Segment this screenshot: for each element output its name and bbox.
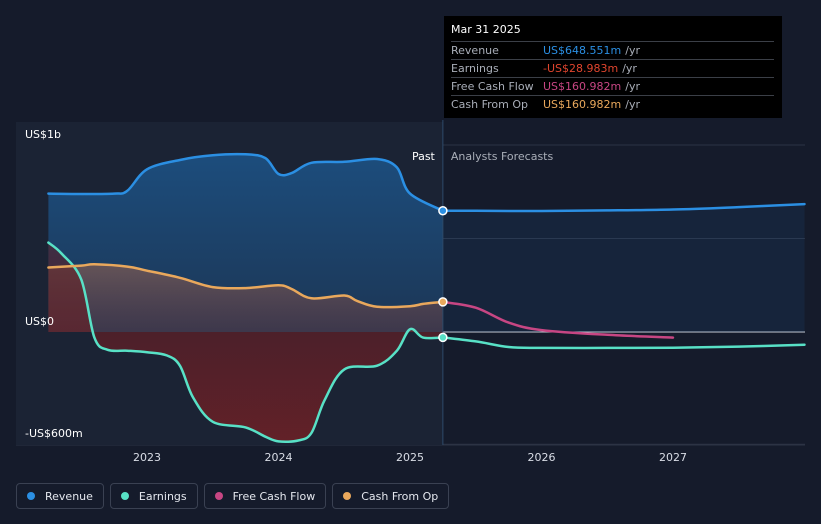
cash-from-op-line xyxy=(47,263,445,309)
x-tick-label: 2025 xyxy=(396,451,424,464)
legend-item-revenue[interactable]: Revenue xyxy=(16,483,104,509)
tooltip-series-value: US$160.982m xyxy=(543,98,622,111)
forecast-label: Analysts Forecasts xyxy=(451,150,554,163)
y-axis-label: US$1b xyxy=(25,128,61,141)
cash-from-op-point xyxy=(438,297,448,307)
x-tick-label: 2023 xyxy=(133,451,161,464)
revenue-point xyxy=(438,205,448,216)
series-lines xyxy=(47,152,806,443)
tooltip-series-value: -US$28.983m xyxy=(543,62,619,75)
x-tick-label: 2026 xyxy=(528,451,556,464)
tooltip-series-value: US$160.982m xyxy=(543,80,622,93)
tooltip-row: Free Cash Flow US$160.982m/yr xyxy=(451,77,774,95)
legend-dot-icon xyxy=(27,492,35,500)
earnings-area xyxy=(48,242,443,442)
tooltip-series-name: Free Cash Flow xyxy=(451,80,534,93)
earnings-point xyxy=(438,332,448,343)
legend-item-earnings[interactable]: Earnings xyxy=(109,483,198,509)
tooltip-unit: /yr xyxy=(622,62,637,75)
legend-label: Revenue xyxy=(45,489,93,503)
cash-from-op-area xyxy=(48,264,443,332)
revenue-forecast-area xyxy=(442,204,805,332)
x-tick-label: 2024 xyxy=(265,451,293,464)
revenue-line xyxy=(47,152,445,212)
tooltip-date: Mar 31 2025 xyxy=(451,23,521,36)
tooltip-unit: /yr xyxy=(625,80,640,93)
tooltip-series-name: Earnings xyxy=(451,62,499,75)
y-axis-label: US$0 xyxy=(25,315,54,328)
y-axis-label: -US$600m xyxy=(25,427,83,440)
tooltip: Mar 31 2025 Revenue US$648.551m/yr Earning… xyxy=(444,16,782,118)
legend-label: Free Cash Flow xyxy=(232,489,316,503)
tooltip-series-name: Revenue xyxy=(451,44,499,57)
legend-item-cash-from-op[interactable]: Cash From Op xyxy=(332,483,450,509)
legend: Revenue Earnings Free Cash Flow Cash From O… xyxy=(16,483,450,509)
legend-dot-icon xyxy=(120,492,129,500)
x-tick-label: 2027 xyxy=(659,451,687,464)
revenue-forecast-line xyxy=(441,202,806,213)
legend-label: Cash From Op xyxy=(361,489,439,503)
free-cash-flow-forecast-line xyxy=(441,300,675,339)
earnings-line xyxy=(47,241,445,443)
highlight-points xyxy=(438,205,448,343)
tooltip-unit: /yr xyxy=(625,44,640,57)
tooltip-row: Earnings -US$28.983m/yr xyxy=(451,59,774,77)
tooltip-row: Revenue US$648.551m/yr xyxy=(451,41,774,59)
tooltip-row: Cash From Op US$160.982m/yr xyxy=(451,95,774,113)
legend-dot-icon xyxy=(214,492,223,500)
area-fills xyxy=(48,154,805,442)
legend-dot-icon xyxy=(343,492,352,500)
tooltip-series-value: US$648.551m xyxy=(543,44,622,57)
tooltip-series-name: Cash From Op xyxy=(451,98,529,111)
legend-label: Earnings xyxy=(138,489,187,503)
axis-labels: US$1b US$0 -US$600m 2023 2024 2025 2026 2027 Pas… xyxy=(25,128,687,464)
earnings-forecast-line xyxy=(441,336,806,350)
past-label: Past xyxy=(412,150,436,163)
legend-item-free-cash-flow[interactable]: Free Cash Flow xyxy=(203,483,327,509)
tooltip-unit: /yr xyxy=(625,98,640,111)
